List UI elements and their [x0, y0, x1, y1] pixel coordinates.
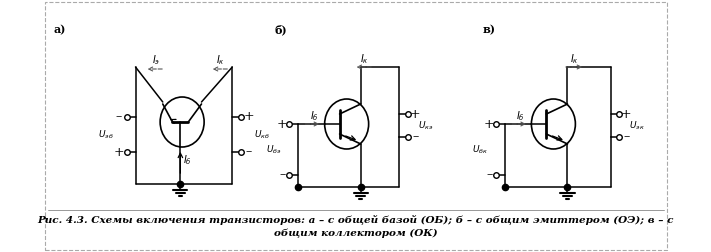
- Text: –: –: [486, 169, 492, 181]
- Text: $I_к$: $I_к$: [360, 52, 369, 66]
- Text: $U_{кэ}$: $U_{кэ}$: [418, 120, 434, 132]
- Text: $I_к$: $I_к$: [216, 53, 225, 67]
- Text: в): в): [483, 24, 496, 35]
- Text: $U_{кб}$: $U_{кб}$: [254, 128, 270, 141]
- Text: +: +: [277, 117, 288, 131]
- Text: $I_б$: $I_б$: [516, 109, 525, 123]
- Text: $I_э$: $I_э$: [152, 53, 160, 67]
- Text: $U_{эб}$: $U_{эб}$: [97, 128, 114, 141]
- Text: –: –: [246, 145, 252, 159]
- Text: –: –: [116, 110, 122, 123]
- Text: $U_{бэ}$: $U_{бэ}$: [266, 143, 282, 156]
- Text: а): а): [54, 24, 66, 35]
- Text: $I_б$: $I_б$: [310, 109, 319, 123]
- Text: б): б): [274, 24, 287, 35]
- Text: $U_{эк}$: $U_{эк}$: [629, 120, 645, 132]
- Text: +: +: [484, 117, 494, 131]
- Text: +: +: [244, 110, 255, 123]
- Text: $I_к$: $I_к$: [570, 52, 579, 66]
- Text: –: –: [412, 131, 418, 143]
- Text: Рис. 4.3. Схемы включения транзисторов: а – с общей базой (ОБ); б – с общим эмит: Рис. 4.3. Схемы включения транзисторов: …: [37, 215, 674, 225]
- FancyBboxPatch shape: [45, 2, 667, 250]
- Text: общим коллектором (ОК): общим коллектором (ОК): [274, 228, 437, 238]
- Text: $I_б$: $I_б$: [183, 154, 192, 167]
- Text: +: +: [410, 108, 421, 120]
- Text: –: –: [279, 169, 286, 181]
- Text: +: +: [621, 108, 632, 120]
- Text: –: –: [624, 131, 629, 143]
- Text: $U_{бк}$: $U_{бк}$: [472, 143, 488, 156]
- Text: +: +: [114, 145, 124, 159]
